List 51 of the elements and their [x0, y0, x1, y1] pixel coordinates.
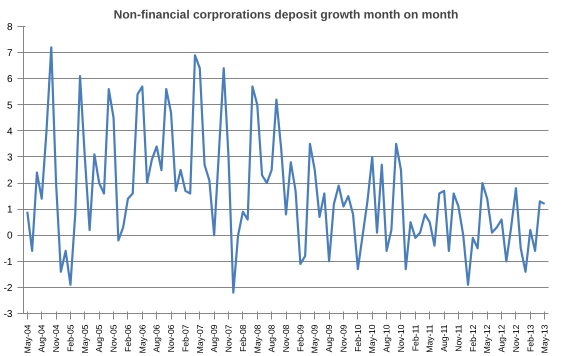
x-tick-label: Nov-10 [396, 324, 406, 352]
x-tick-label: Nov-09 [338, 324, 348, 352]
x-tick-label: Feb-06 [122, 324, 133, 352]
y-tick-label: -1 [4, 256, 13, 268]
x-tick-label: Aug-09 [324, 324, 334, 352]
x-tick-label: Feb-11 [410, 324, 420, 352]
x-tick-label: May-12 [482, 324, 492, 354]
x-tick-label: Aug-10 [382, 324, 392, 352]
x-tick-label: Feb-13 [525, 324, 536, 352]
x-tick-label: Aug-09 [209, 324, 220, 352]
x-tick-label: Aug-04 [36, 324, 47, 352]
x-tick-label: Nov-12 [510, 324, 521, 352]
x-tick-label: May-06 [137, 324, 148, 354]
x-tick-label: May-08 [252, 324, 262, 354]
x-tick-label: May-11 [424, 324, 435, 353]
x-tick-label: Nov-07 [224, 324, 234, 352]
x-tick-label: Feb-05 [65, 324, 76, 352]
chart-title: Non-financial corprorations deposit growth month on month [114, 8, 458, 22]
y-tick-label: 8 [6, 22, 13, 33]
x-tick-label: Feb-10 [352, 324, 363, 352]
x-tick-label: Nov-08 [281, 324, 291, 352]
y-tick-label: 5 [6, 100, 13, 112]
x-tick-label: May-09 [310, 324, 320, 354]
x-tick-label: May-05 [80, 324, 90, 354]
y-tick-label: 3 [6, 152, 13, 164]
y-tick-label: -2 [4, 282, 13, 294]
x-tick-label: Feb-07 [180, 324, 190, 352]
y-tick-label: 4 [6, 126, 13, 138]
y-tick-label: 1 [6, 204, 13, 216]
x-tick-label: Nov-05 [108, 324, 119, 352]
x-tick-label: Aug-08 [266, 324, 277, 352]
y-tick-label: 7 [6, 48, 13, 60]
x-tick-label: Aug-05 [94, 324, 104, 352]
y-tick-label: 0 [6, 230, 13, 242]
x-tick-label: Aug-06 [152, 324, 162, 352]
x-tick-label: Nov-11 [453, 324, 464, 352]
x-tick-label: Nov-06 [166, 324, 176, 352]
x-tick-label: May-10 [367, 324, 378, 354]
x-tick-label: Feb-09 [295, 324, 306, 352]
x-tick-label: Feb-08 [238, 324, 248, 352]
x-tick-label: May-07 [194, 324, 205, 354]
x-tick-label: Feb-12 [468, 324, 478, 352]
x-tick-label: Nov-04 [51, 324, 62, 352]
x-tick-label: Aug-11 [439, 324, 450, 352]
x-tick-label: May-04 [22, 324, 32, 354]
line-series [26, 46, 546, 294]
y-tick-label: 6 [6, 74, 13, 86]
y-tick-label: -3 [4, 309, 13, 320]
x-tick-label: Aug-12 [496, 324, 507, 352]
x-tick-label: May-13 [540, 324, 550, 354]
y-tick-label: 2 [6, 178, 13, 190]
